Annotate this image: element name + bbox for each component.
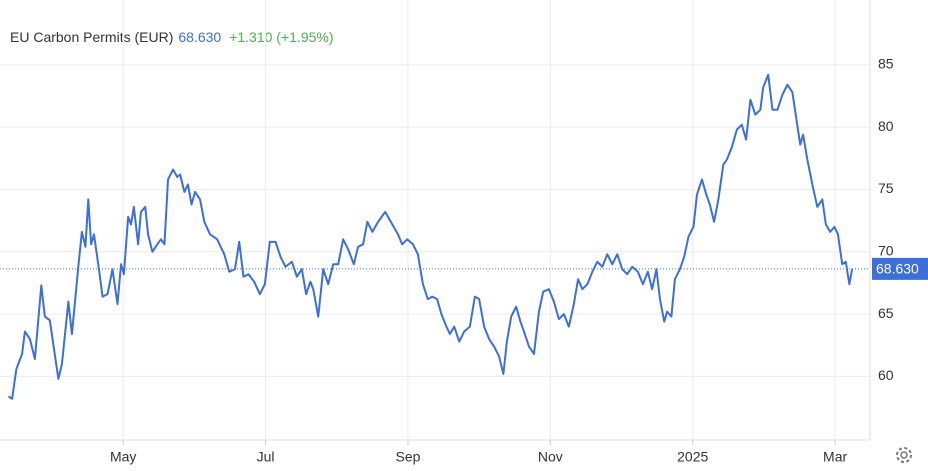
price-line xyxy=(7,73,854,400)
last-price: 68.630 xyxy=(178,29,221,45)
y-tick-label: 70 xyxy=(878,242,894,258)
y-tick-label: 75 xyxy=(878,180,894,196)
y-tick-label: 60 xyxy=(878,367,894,383)
x-tick-label: Sep xyxy=(395,449,420,465)
x-tick-label: Nov xyxy=(538,449,563,465)
title: EU Carbon Permits (EUR) xyxy=(10,29,173,45)
y-tick-label: 85 xyxy=(878,56,894,72)
x-tick-label: May xyxy=(110,449,136,465)
x-tick-label: Mar xyxy=(823,449,847,465)
gear-hub xyxy=(900,451,908,459)
chart-title: EU Carbon Permits (EUR) 68.630 +1.310 (+1.… xyxy=(10,29,334,45)
change: +1.310 (+1.95%) xyxy=(229,29,333,45)
x-tick-label: 2025 xyxy=(677,449,708,465)
y-tick-label: 65 xyxy=(878,305,894,321)
settings-icon[interactable] xyxy=(896,447,912,463)
gear xyxy=(896,447,912,463)
y-tick-label: 80 xyxy=(878,118,894,134)
last-price-badge-label: 68.630 xyxy=(876,261,919,277)
last-price-badge xyxy=(872,257,928,280)
x-tick-label: Jul xyxy=(257,449,275,465)
